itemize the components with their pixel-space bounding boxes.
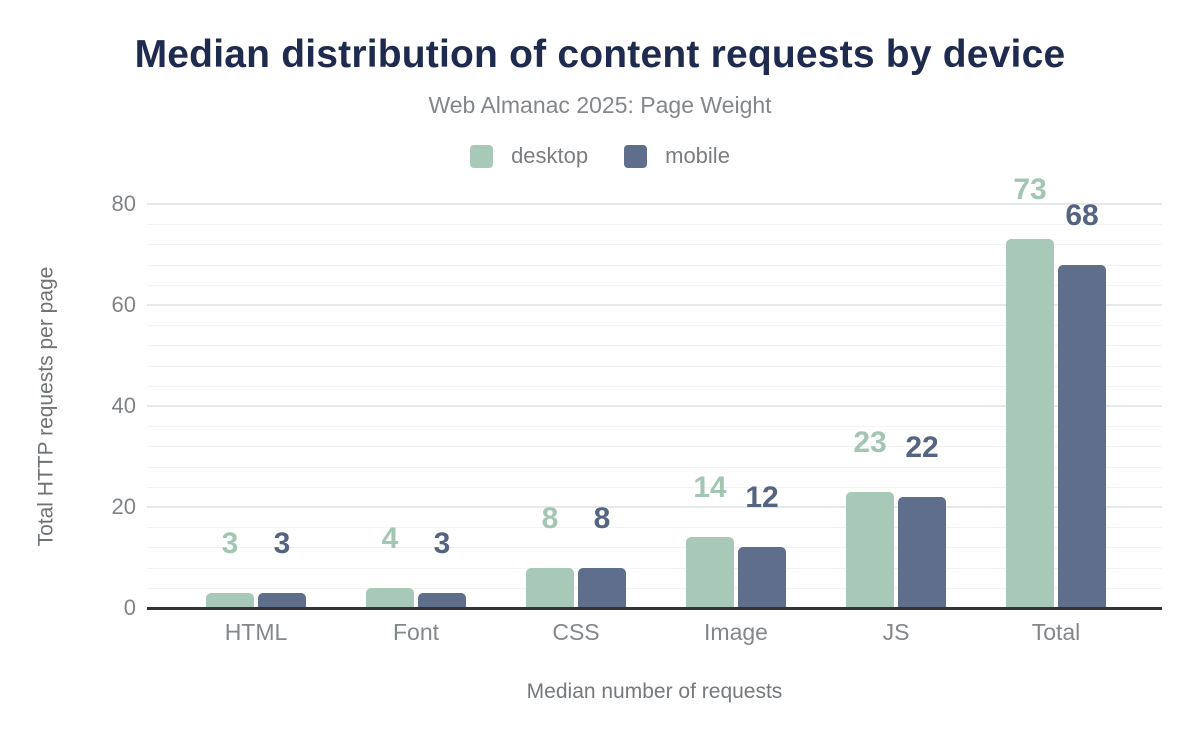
minor-gridline-32 [147,446,1162,447]
minor-gridline-64 [147,285,1162,286]
minor-gridline-68 [147,265,1162,266]
bar-value-desktop-total: 73 [1013,173,1047,206]
bar-value-desktop-image: 14 [693,471,727,504]
chart-title: Median distribution of content requests … [134,33,1066,76]
bar-mobile-html [258,593,306,608]
legend-item-mobile: mobile [624,143,730,169]
y-tick-40: 40 [111,393,136,418]
minor-gridline-56 [147,325,1162,326]
bar-value-desktop-js: 23 [853,426,887,459]
bar-value-desktop-css: 8 [541,502,559,535]
minor-gridline-24 [147,487,1162,488]
minor-gridline-52 [147,345,1162,346]
bar-desktop-css [526,568,574,608]
bar-desktop-font [366,588,414,608]
bar-mobile-font [418,593,466,608]
x-tick-css: CSS [552,619,600,645]
y-tick-20: 20 [111,494,136,519]
x-tick-js: JS [882,619,910,645]
minor-gridline-72 [147,244,1162,245]
minor-gridline-28 [147,467,1162,468]
legend-swatch-mobile [624,144,648,168]
legend-item-desktop: desktop [470,143,588,169]
bar-value-mobile-total: 68 [1065,199,1099,232]
minor-gridline-8 [147,568,1162,569]
x-axis-title: Median number of requests [526,680,783,703]
minor-gridline-4 [147,588,1162,589]
bar-desktop-js [846,492,894,608]
x-axis-line [147,607,1162,610]
bar-value-mobile-css: 8 [593,502,611,535]
minor-gridline-48 [147,366,1162,367]
major-gridline-40 [147,405,1162,407]
bar-mobile-js [898,497,946,608]
major-gridline-80 [147,203,1162,205]
minor-gridline-76 [147,224,1162,225]
bar-value-mobile-html: 3 [273,527,291,560]
chart-subtitle: Web Almanac 2025: Page Weight [428,92,772,118]
bar-value-desktop-font: 4 [381,522,399,555]
legend-label-desktop: desktop [511,143,589,168]
x-tick-total: Total [1031,619,1081,645]
minor-gridline-36 [147,426,1162,427]
x-tick-image: Image [704,619,768,645]
x-tick-html: HTML [224,619,288,645]
legend-label-mobile: mobile [665,143,730,168]
bar-value-mobile-image: 12 [745,481,779,514]
bar-value-mobile-font: 3 [433,527,451,560]
major-gridline-60 [147,304,1162,306]
major-gridline-20 [147,506,1162,508]
bar-mobile-image [738,547,786,608]
bar-desktop-image [686,537,734,608]
y-axis-title: Total HTTP requests per page [34,266,58,547]
minor-gridline-16 [147,527,1162,528]
bar-value-desktop-html: 3 [221,527,239,560]
y-tick-80: 80 [111,191,136,216]
bar-mobile-css [578,568,626,608]
bar-value-mobile-js: 22 [905,431,939,464]
legend-swatch-desktop [470,144,494,168]
y-tick-0: 0 [123,595,136,620]
bar-desktop-total [1006,239,1054,608]
chart-legend: desktop mobile [0,143,1200,169]
bar-desktop-html [206,593,254,608]
minor-gridline-44 [147,386,1162,387]
y-tick-60: 60 [111,292,136,317]
x-tick-font: Font [392,619,440,645]
bar-mobile-total [1058,265,1106,608]
minor-gridline-12 [147,547,1162,548]
